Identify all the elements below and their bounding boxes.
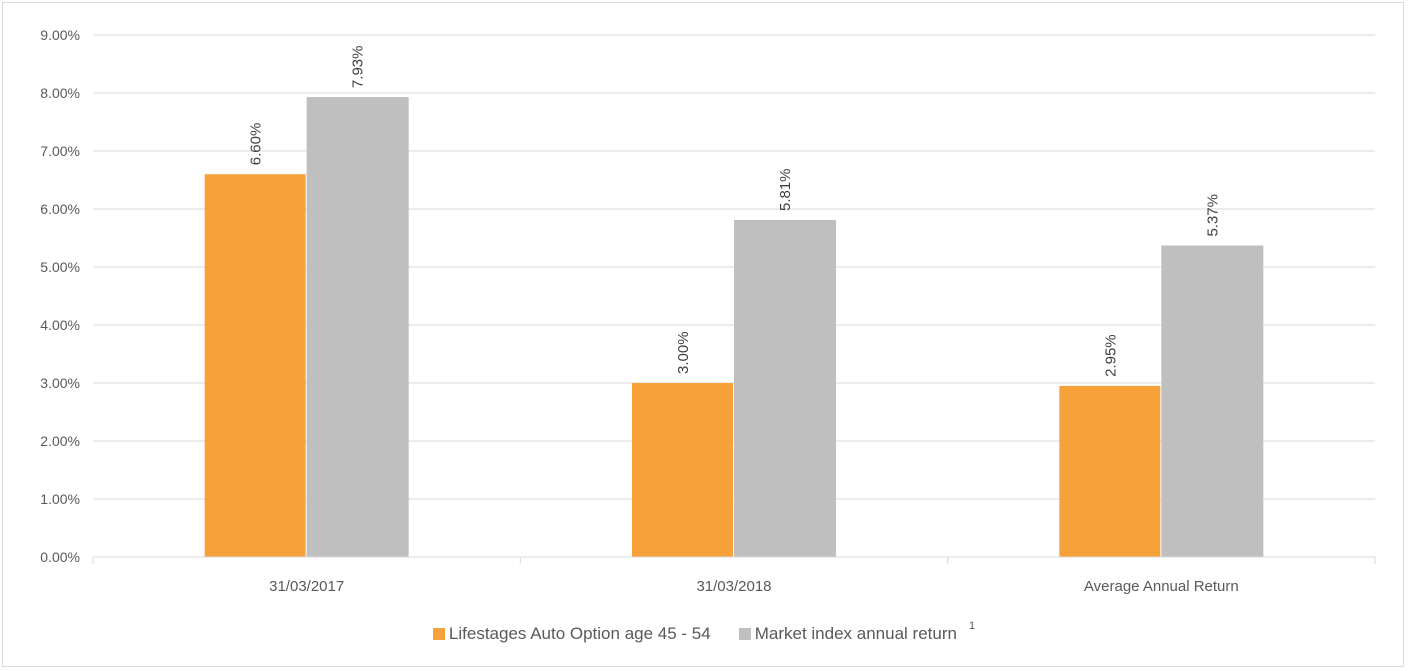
legend-label-lifestages: Lifestages Auto Option age 45 - 54 [448, 624, 711, 643]
y-tick-label: 4.00% [40, 317, 80, 333]
x-category-label: 31/03/2018 [696, 578, 771, 595]
y-tick-label: 3.00% [40, 375, 80, 391]
bars: 6.60% 7.93% 3.00% 5.81% 2.95% 5.37% [204, 46, 1264, 558]
bar-lifestages [632, 383, 733, 557]
y-tick-label: 2.00% [40, 433, 80, 449]
legend-footnote-marker: 1 [968, 620, 976, 632]
bar-market-index [1161, 245, 1264, 558]
y-tick-label: 9.00% [40, 27, 80, 43]
bar-market-index [306, 97, 409, 557]
bar-chart: 0.00% 1.00% 2.00% 3.00% 4.00% 5.00% 6.00% 7.00%… [40, 27, 1376, 595]
data-label: 5.81% [777, 168, 794, 211]
x-axis: 31/03/2017 31/03/2018 Average Annual Retur… [92, 556, 1376, 595]
y-tick-label: 5.00% [40, 259, 80, 275]
data-label: 7.93% [350, 46, 367, 89]
data-label: 2.95% [1102, 334, 1119, 377]
legend-item-lifestages: Lifestages Auto Option age 45 - 54 [432, 624, 711, 644]
legend-label-market-index: Market index annual return [754, 624, 957, 643]
bar-lifestages [204, 174, 306, 557]
y-tick-label: 7.00% [40, 143, 80, 159]
legend-swatch-market-index [738, 628, 751, 640]
y-tick-label: 0.00% [40, 549, 80, 565]
legend-item-market-index: Market index annual return 1 [738, 620, 975, 644]
data-label: 6.60% [248, 123, 265, 166]
y-axis: 0.00% 1.00% 2.00% 3.00% 4.00% 5.00% 6.00% 7.00%… [40, 27, 80, 565]
legend: Lifestages Auto Option age 45 - 54 Marke… [0, 620, 1408, 644]
y-tick-label: 6.00% [40, 201, 80, 217]
x-category-label: 31/03/2017 [269, 578, 344, 595]
bar-market-index [734, 220, 836, 557]
bar-lifestages [1059, 385, 1161, 557]
data-label: 3.00% [675, 331, 692, 374]
y-tick-label: 1.00% [40, 491, 80, 507]
y-tick-label: 8.00% [40, 85, 80, 101]
data-label: 5.37% [1204, 194, 1221, 237]
x-category-label: Average Annual Return [1084, 578, 1239, 595]
legend-swatch-lifestages [432, 628, 445, 640]
